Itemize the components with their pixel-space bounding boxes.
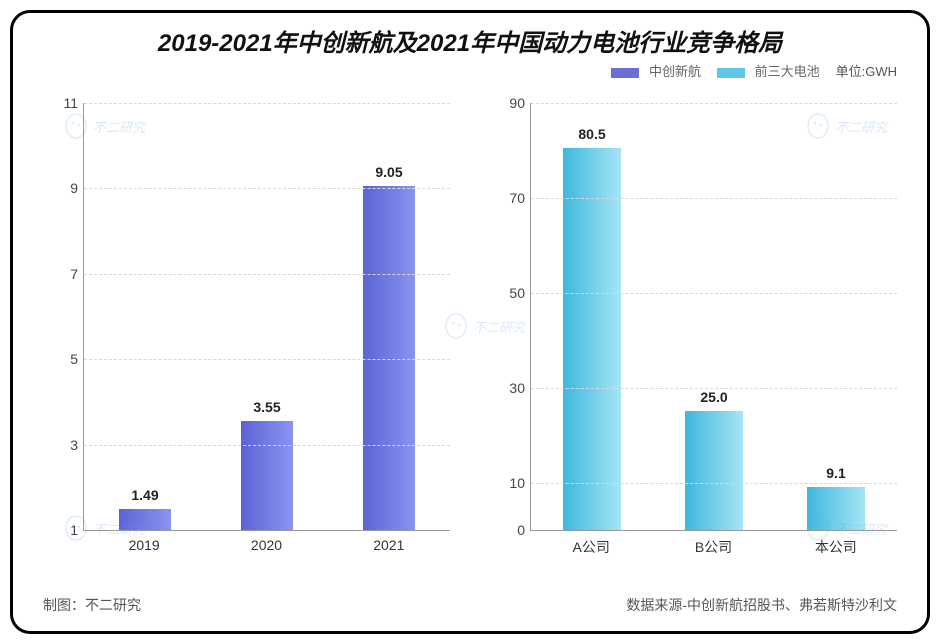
bar-slot: 80.5 — [531, 103, 653, 530]
bar-value-label: 9.05 — [375, 164, 402, 180]
bar: 1.49 — [119, 509, 171, 530]
right-bars: 80.5 25.0 9.1 — [531, 103, 897, 530]
y-tick-label: 11 — [44, 95, 78, 111]
bar: 80.5 — [563, 148, 621, 530]
grid-line — [84, 359, 450, 360]
legend-label-1: 中创新航 — [649, 64, 701, 79]
bar-value-label: 80.5 — [578, 126, 605, 142]
legend-unit: 单位:GWH — [836, 61, 897, 80]
y-tick-label: 7 — [44, 266, 78, 282]
x-tick-label: A公司 — [530, 537, 652, 561]
bar: 3.55 — [241, 421, 293, 530]
y-tick-label: 90 — [491, 95, 525, 111]
bar-slot: 9.05 — [328, 103, 450, 530]
right-plot-area: 80.525.09.1 01030507090 — [530, 103, 897, 531]
right-x-labels: A公司B公司本公司 — [530, 537, 897, 561]
legend: 中创新航 前三大电池 单位:GWH — [611, 61, 897, 80]
y-tick-label: 1 — [44, 522, 78, 538]
grid-line — [531, 483, 897, 484]
y-tick-label: 70 — [491, 190, 525, 206]
bar-value-label: 9.1 — [826, 465, 845, 481]
bar: 9.05 — [363, 186, 415, 530]
legend-label-2: 前三大电池 — [755, 64, 820, 79]
grid-line — [531, 103, 897, 104]
bar-slot: 9.1 — [775, 103, 897, 530]
charts-container: 1.49 3.55 9.05 1 3 5 7 9 11 201920202021 80.5 25… — [33, 93, 907, 571]
bar-value-label: 3.55 — [253, 399, 280, 415]
bar: 9.1 — [807, 487, 865, 530]
x-tick-label: B公司 — [652, 537, 774, 561]
footer: 制图：不二研究 数据来源-中创新航招股书、弗若斯特沙利文 — [43, 595, 897, 615]
bar-slot: 3.55 — [206, 103, 328, 530]
grid-line — [531, 198, 897, 199]
bar-value-label: 1.49 — [131, 487, 158, 503]
bar-value-label: 25.0 — [700, 389, 727, 405]
left-chart: 1.49 3.55 9.05 1 3 5 7 9 11 201920202021 — [33, 93, 460, 571]
left-bars: 1.49 3.55 9.05 — [84, 103, 450, 530]
legend-swatch-2 — [717, 68, 745, 78]
grid-line — [84, 103, 450, 104]
chart-frame: 2019-2021年中创新航及2021年中国动力电池行业竞争格局 中创新航 前三… — [10, 10, 930, 634]
right-chart: 80.5 25.0 9.1 0 10 30 50 70 90 A公司B公司本公司 — [480, 93, 907, 571]
y-tick-label: 30 — [491, 380, 525, 396]
x-tick-label: 本公司 — [775, 537, 897, 561]
footer-right: 数据来源-中创新航招股书、弗若斯特沙利文 — [626, 595, 897, 615]
x-tick-label: 2020 — [205, 537, 327, 561]
footer-left: 制图：不二研究 — [43, 595, 141, 615]
left-x-labels: 201920202021 — [83, 537, 450, 561]
y-tick-label: 10 — [491, 475, 525, 491]
y-tick-label: 3 — [44, 437, 78, 453]
bar-slot: 25.0 — [653, 103, 775, 530]
page-title: 2019-2021年中创新航及2021年中国动力电池行业竞争格局 — [13, 13, 927, 62]
grid-line — [84, 188, 450, 189]
grid-line — [531, 293, 897, 294]
left-plot-area: 1.493.559.05 1357911 — [83, 103, 450, 531]
y-tick-label: 50 — [491, 285, 525, 301]
grid-line — [84, 445, 450, 446]
legend-item-2: 前三大电池 — [717, 61, 820, 80]
y-tick-label: 9 — [44, 180, 78, 196]
bar-slot: 1.49 — [84, 103, 206, 530]
x-tick-label: 2019 — [83, 537, 205, 561]
bar: 25.0 — [685, 411, 743, 530]
legend-item-1: 中创新航 — [611, 61, 701, 80]
grid-line — [84, 274, 450, 275]
x-tick-label: 2021 — [328, 537, 450, 561]
y-tick-label: 5 — [44, 351, 78, 367]
grid-line — [531, 388, 897, 389]
y-tick-label: 0 — [491, 522, 525, 538]
legend-swatch-1 — [611, 68, 639, 78]
